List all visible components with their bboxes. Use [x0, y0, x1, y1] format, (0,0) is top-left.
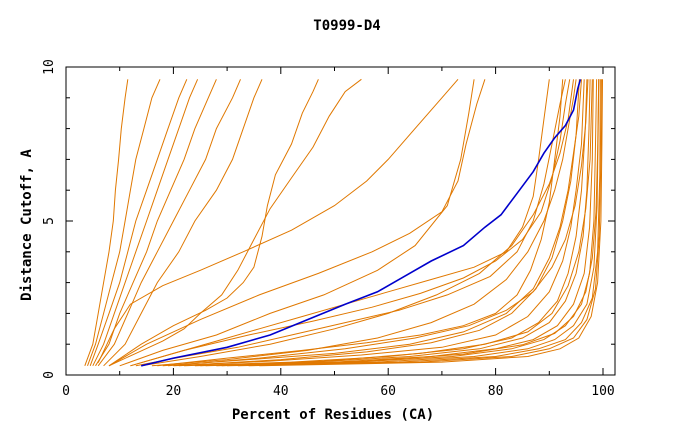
series-line-25	[248, 79, 602, 367]
series-line-3	[89, 79, 188, 366]
series-line-14	[135, 79, 566, 367]
x-tick-label: 80	[488, 384, 504, 399]
series-line-28	[178, 79, 580, 367]
highlight-series-line	[141, 79, 582, 367]
x-tick-label: 0	[62, 384, 70, 399]
series-line-9	[97, 78, 459, 363]
series-line-7	[103, 79, 263, 367]
series-line-19	[184, 79, 588, 367]
series-line-17	[162, 79, 582, 367]
tick-layer: 0 20 40 60 80 100 0 5 10	[42, 59, 615, 399]
series-line-20	[194, 79, 591, 367]
y-tick-label: 5	[42, 217, 57, 225]
x-tick-label: 100	[591, 384, 614, 399]
y-tick-label: 10	[42, 59, 57, 75]
series-line-18	[173, 79, 585, 367]
series-line-32	[167, 79, 589, 367]
chart-title: T0999-D4	[313, 18, 380, 34]
series-line-23	[227, 79, 600, 367]
series-line-6	[97, 79, 241, 367]
highlight-layer	[141, 79, 582, 367]
series-line-10	[119, 79, 475, 367]
series-line-13	[130, 79, 550, 367]
series-layer	[84, 78, 603, 367]
series-line-1	[84, 79, 129, 366]
x-tick-label: 40	[273, 384, 289, 399]
series-line-26	[259, 79, 603, 367]
series-line-24	[237, 79, 601, 367]
x-tick-label: 20	[166, 384, 182, 399]
series-line-4	[92, 79, 199, 367]
series-line-15	[141, 79, 574, 367]
series-line-11	[108, 79, 486, 367]
y-tick-label: 0	[42, 371, 57, 379]
series-line-30	[221, 79, 600, 367]
series-line-29	[200, 79, 593, 367]
x-axis-label: Percent of Residues (CA)	[232, 407, 434, 423]
x-tick-label: 60	[380, 384, 396, 399]
series-line-22	[216, 79, 598, 367]
series-line-27	[157, 79, 564, 367]
y-axis-label: Distance Cutoff, A	[19, 149, 35, 301]
series-line-5	[95, 79, 217, 367]
series-line-2	[87, 79, 161, 366]
series-line-31	[130, 79, 571, 367]
series-line-21	[205, 79, 594, 367]
series-line-8	[108, 79, 319, 367]
series-line-12	[108, 78, 362, 367]
series-line-16	[151, 79, 577, 367]
